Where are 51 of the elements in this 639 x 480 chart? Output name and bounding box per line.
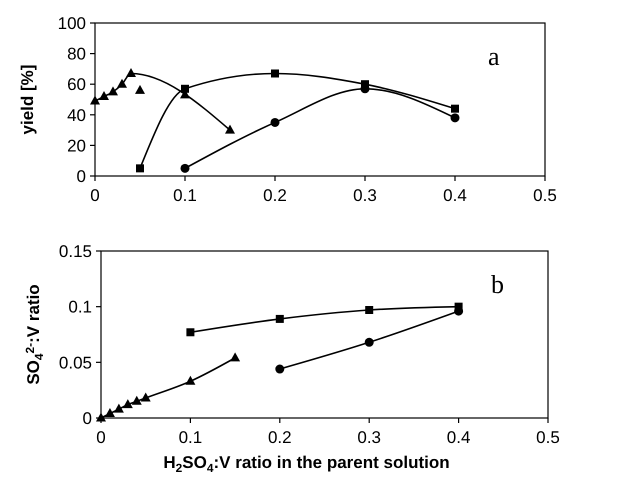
point	[136, 164, 144, 172]
point	[114, 404, 124, 413]
y-tick-label: 0	[76, 167, 86, 186]
point	[108, 86, 118, 96]
point	[451, 104, 459, 113]
x-tick-label: 0.2	[268, 428, 292, 447]
y-tick-label: 0.15	[58, 242, 92, 261]
point	[99, 90, 109, 100]
x-tick-label: 0.5	[533, 186, 557, 205]
x-tick-label: 0.4	[443, 186, 467, 205]
point	[90, 96, 100, 105]
point	[185, 376, 196, 385]
x-tick-label: 0.5	[536, 428, 560, 447]
point	[270, 118, 280, 127]
point	[126, 68, 136, 77]
x-tick-label: 0.2	[263, 186, 287, 205]
x-tick-label: 0	[96, 428, 106, 447]
point	[122, 399, 133, 408]
y-tick-label: 40	[67, 106, 86, 125]
point	[104, 408, 115, 418]
point	[135, 84, 145, 94]
x-tick-label: 0.4	[446, 428, 470, 447]
x-tick-label: 0.1	[178, 428, 202, 447]
point	[365, 306, 374, 314]
point	[140, 392, 151, 402]
point	[132, 396, 142, 405]
point	[181, 84, 189, 93]
point	[450, 113, 460, 122]
y-tick-label: 0.05	[58, 353, 92, 372]
point	[180, 164, 190, 173]
point	[276, 314, 284, 323]
point	[225, 124, 235, 134]
y-axis-title: yield [%]	[18, 64, 37, 134]
annotation: a	[488, 42, 500, 71]
point	[275, 364, 284, 374]
y-tick-label: 0.1	[68, 298, 92, 317]
point	[117, 78, 127, 88]
y-tick-label: 20	[67, 136, 86, 156]
y-tick-label: 80	[67, 44, 86, 64]
point	[271, 69, 279, 78]
point	[186, 328, 194, 336]
point	[230, 352, 240, 362]
x-tick-label: 0.3	[353, 186, 377, 205]
y-tick-label: 60	[67, 75, 86, 94]
point	[364, 338, 374, 347]
x-tick-label: 0.3	[357, 428, 382, 447]
x-axis-title: H$_{2}$SO$_{4}$:V ratio in the parent solution	[163, 453, 450, 475]
y-tick-label: 0	[82, 409, 92, 428]
y-tick-label: 100	[58, 14, 86, 33]
x-tick-label: 0.1	[173, 186, 197, 205]
annotation: b	[491, 270, 504, 299]
